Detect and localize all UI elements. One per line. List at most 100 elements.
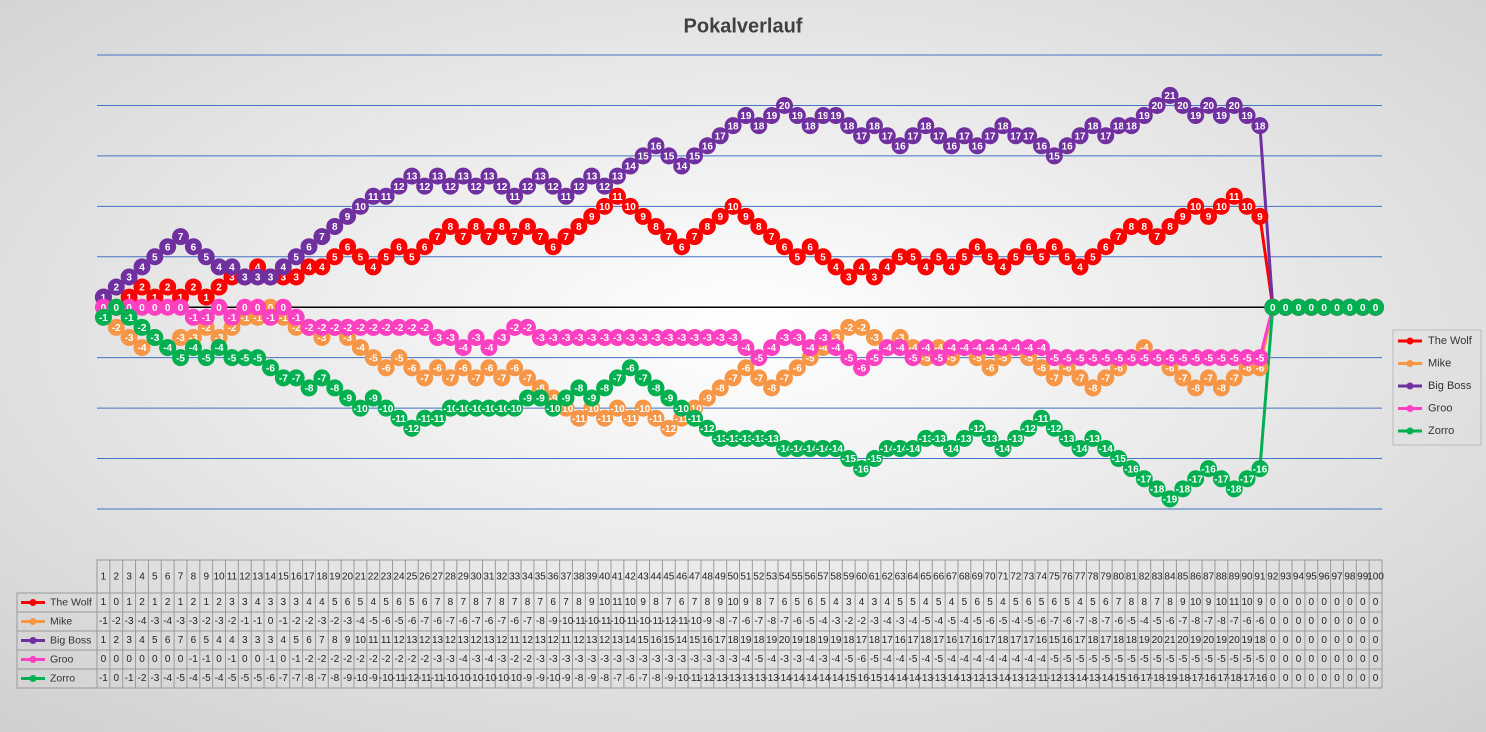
data-label: 2 bbox=[165, 283, 171, 294]
data-label: 0 bbox=[152, 303, 158, 314]
data-label: -3 bbox=[189, 333, 198, 344]
marker bbox=[1045, 369, 1063, 387]
data-label: -10 bbox=[687, 404, 702, 415]
table-cell: -2 bbox=[227, 616, 236, 627]
table-cell: -5 bbox=[947, 616, 956, 627]
table-cell: 19 bbox=[766, 635, 778, 646]
table-cell: 14 bbox=[676, 635, 688, 646]
table-cell: -10 bbox=[353, 673, 368, 684]
data-label: -6 bbox=[857, 363, 866, 374]
table-cell: 0 bbox=[1321, 616, 1327, 627]
table-cell: -10 bbox=[546, 673, 561, 684]
marker bbox=[107, 298, 125, 316]
data-label: 11 bbox=[509, 192, 520, 203]
marker bbox=[711, 328, 729, 346]
table-cell: -6 bbox=[1243, 616, 1252, 627]
table-cell: 6 bbox=[1103, 597, 1109, 608]
table-header: 7 bbox=[178, 572, 184, 583]
data-label: 17 bbox=[985, 131, 997, 142]
marker bbox=[968, 419, 986, 437]
table-cell: -3 bbox=[343, 616, 352, 627]
marker bbox=[943, 439, 961, 457]
table-cell: -5 bbox=[1191, 654, 1200, 665]
marker bbox=[377, 399, 395, 417]
table-header: 1 bbox=[101, 572, 107, 583]
table-cell: 18 bbox=[805, 635, 817, 646]
data-label: 0 bbox=[1309, 303, 1315, 314]
table-cell: 0 bbox=[1360, 597, 1366, 608]
data-label: 0 bbox=[1347, 303, 1353, 314]
table-cell: -9 bbox=[343, 673, 352, 684]
marker bbox=[531, 389, 549, 407]
data-label: 16 bbox=[972, 141, 984, 152]
marker bbox=[570, 379, 588, 397]
table-header: 78 bbox=[1087, 572, 1099, 583]
marker bbox=[261, 359, 279, 377]
table-cell: -5 bbox=[1127, 616, 1136, 627]
data-label: -1 bbox=[292, 313, 301, 324]
marker bbox=[788, 439, 806, 457]
table-cell: -18 bbox=[1227, 673, 1242, 684]
marker bbox=[454, 359, 472, 377]
table-header: 21 bbox=[355, 572, 367, 583]
table-cell: -4 bbox=[960, 616, 969, 627]
marker bbox=[775, 328, 793, 346]
table-cell: -7 bbox=[1230, 616, 1239, 627]
table-cell: 10 bbox=[1216, 597, 1228, 608]
table-header: 94 bbox=[1293, 572, 1305, 583]
marker bbox=[133, 318, 151, 336]
table-cell: 0 bbox=[1321, 673, 1327, 684]
table-cell: -1 bbox=[279, 616, 288, 627]
table-cell: -14 bbox=[1073, 673, 1088, 684]
data-label: 19 bbox=[740, 111, 752, 122]
marker bbox=[416, 409, 434, 427]
data-label: -2 bbox=[382, 323, 391, 334]
data-label: 7 bbox=[538, 232, 544, 243]
marker bbox=[814, 439, 832, 457]
data-label: -5 bbox=[909, 353, 918, 364]
table-cell: -3 bbox=[870, 616, 879, 627]
table-cell: -1 bbox=[292, 654, 301, 665]
data-label: -15 bbox=[1111, 454, 1126, 465]
data-label: 12 bbox=[599, 182, 611, 193]
table-cell: -9 bbox=[536, 673, 545, 684]
table-cell: 9 bbox=[1257, 597, 1263, 608]
table-cell: -8 bbox=[716, 616, 725, 627]
data-label: -6 bbox=[1166, 363, 1175, 374]
data-label: -7 bbox=[729, 373, 738, 384]
table-cell: -15 bbox=[867, 673, 882, 684]
data-label: 10 bbox=[1216, 202, 1228, 213]
data-label: -13 bbox=[752, 434, 767, 445]
data-label: -6 bbox=[626, 363, 635, 374]
table-cell: -15 bbox=[1111, 673, 1126, 684]
marker bbox=[480, 359, 498, 377]
table-cell: 0 bbox=[1334, 654, 1340, 665]
data-label: -5 bbox=[240, 353, 249, 364]
table-cell: -6 bbox=[484, 616, 493, 627]
table-header: 69 bbox=[972, 572, 984, 583]
table-cell: -13 bbox=[983, 673, 998, 684]
marker bbox=[955, 127, 973, 145]
table-cell: -5 bbox=[1230, 654, 1239, 665]
marker bbox=[891, 248, 909, 266]
marker bbox=[698, 419, 716, 437]
marker bbox=[608, 187, 626, 205]
table-cell: 0 bbox=[1321, 654, 1327, 665]
data-label: -4 bbox=[459, 343, 468, 354]
data-label: -7 bbox=[639, 373, 648, 384]
marker bbox=[377, 187, 395, 205]
marker bbox=[968, 137, 986, 155]
data-label: -10 bbox=[546, 404, 561, 415]
table-header: 63 bbox=[895, 572, 907, 583]
table-cell: -5 bbox=[1217, 654, 1226, 665]
marker bbox=[274, 298, 292, 316]
data-label: -4 bbox=[484, 343, 493, 354]
marker bbox=[287, 268, 305, 286]
data-label: 6 bbox=[422, 242, 428, 253]
marker bbox=[827, 339, 845, 357]
marker bbox=[300, 238, 318, 256]
data-label: 6 bbox=[306, 242, 312, 253]
data-label: -5 bbox=[253, 353, 262, 364]
table-cell: -1 bbox=[240, 616, 249, 627]
data-label: 8 bbox=[576, 222, 582, 233]
